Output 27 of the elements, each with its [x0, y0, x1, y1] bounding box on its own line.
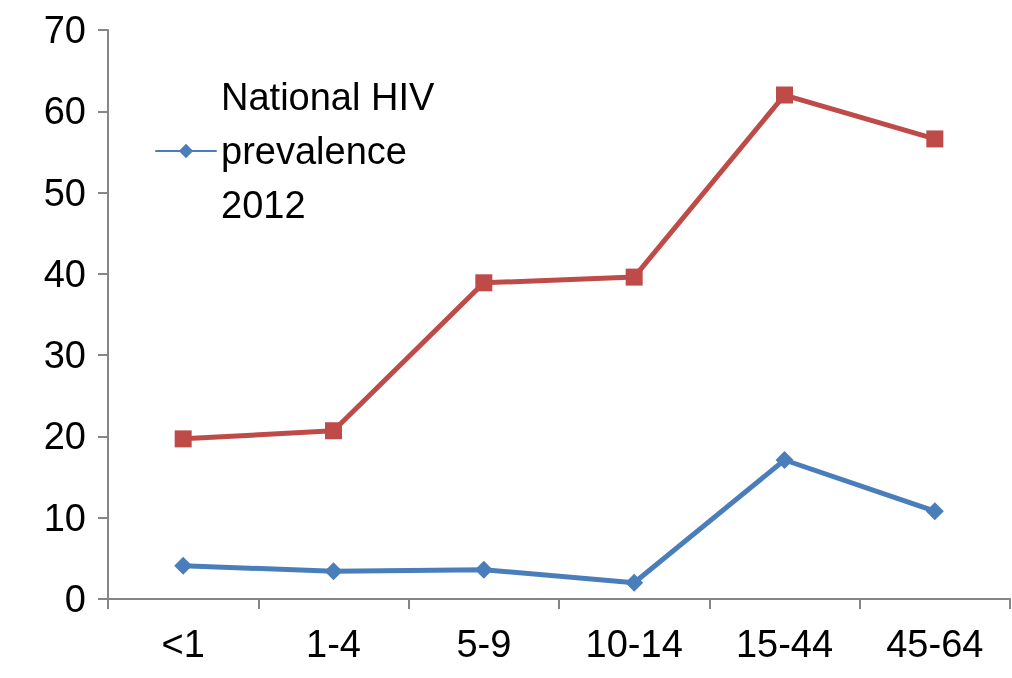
y-tick-label: 70 — [43, 9, 86, 51]
x-tick-label: 15-44 — [735, 623, 834, 665]
point — [776, 86, 793, 104]
point — [925, 502, 944, 521]
y-tick-label: 60 — [43, 90, 86, 133]
point — [625, 268, 643, 286]
y-tick-label: 20 — [43, 415, 86, 458]
point — [325, 422, 342, 440]
legend-label: National HIV prevalence 2012 — [221, 76, 445, 226]
x-tick-label: <1 — [161, 623, 205, 665]
point — [625, 573, 644, 592]
point — [174, 430, 192, 448]
x-tick-label: 45-64 — [886, 623, 984, 665]
point — [174, 556, 193, 575]
point — [775, 451, 794, 469]
y-tick-label: 30 — [43, 334, 86, 377]
point — [475, 274, 493, 292]
point — [926, 130, 944, 148]
point — [474, 560, 493, 579]
x-tick-label: 10-14 — [585, 623, 683, 665]
point — [324, 562, 343, 581]
y-tick-label: 0 — [64, 578, 86, 620]
x-tick-label: 5-9 — [456, 623, 512, 665]
x-tick-label: 1-4 — [306, 623, 361, 665]
y-tick-label: 10 — [43, 496, 86, 539]
y-tick-label: 50 — [43, 171, 86, 214]
y-tick-label: 40 — [43, 252, 86, 295]
